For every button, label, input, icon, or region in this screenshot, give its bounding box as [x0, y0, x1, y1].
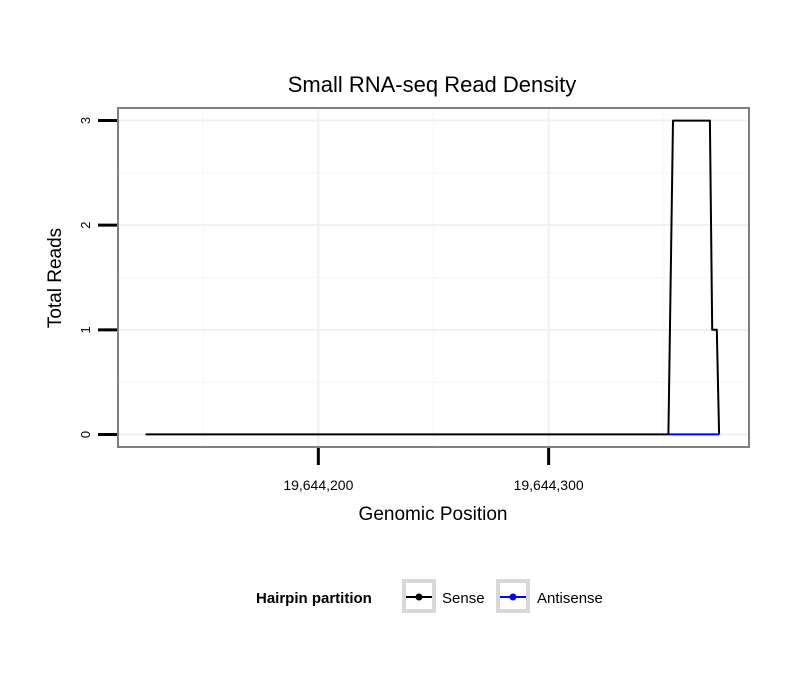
series-lines	[145, 119, 721, 436]
chart-title: Small RNA-seq Read Density	[288, 72, 577, 97]
legend-label-sense: Sense	[442, 590, 485, 607]
y-axis-label: Total Reads	[45, 228, 66, 328]
y-tick-label: 3	[78, 117, 93, 124]
plot-border	[117, 107, 750, 448]
legend: Hairpin partition Sense Antisense	[256, 579, 603, 613]
x-tick-label: 19,644,200	[283, 477, 353, 493]
x-axis: 19,644,200 19,644,300	[283, 448, 584, 493]
x-axis-label: Genomic Position	[359, 504, 508, 525]
legend-key-antisense-point	[509, 593, 517, 601]
x-tick-label: 19,644,300	[514, 477, 584, 493]
y-tick-label: 0	[78, 431, 93, 438]
y-tick-label: 2	[78, 222, 93, 229]
legend-key-sense-point	[415, 593, 423, 601]
y-tick-label: 1	[78, 326, 93, 333]
legend-label-antisense: Antisense	[537, 590, 603, 607]
y-axis: 0 1 2 3	[78, 117, 117, 438]
legend-title: Hairpin partition	[256, 590, 372, 607]
